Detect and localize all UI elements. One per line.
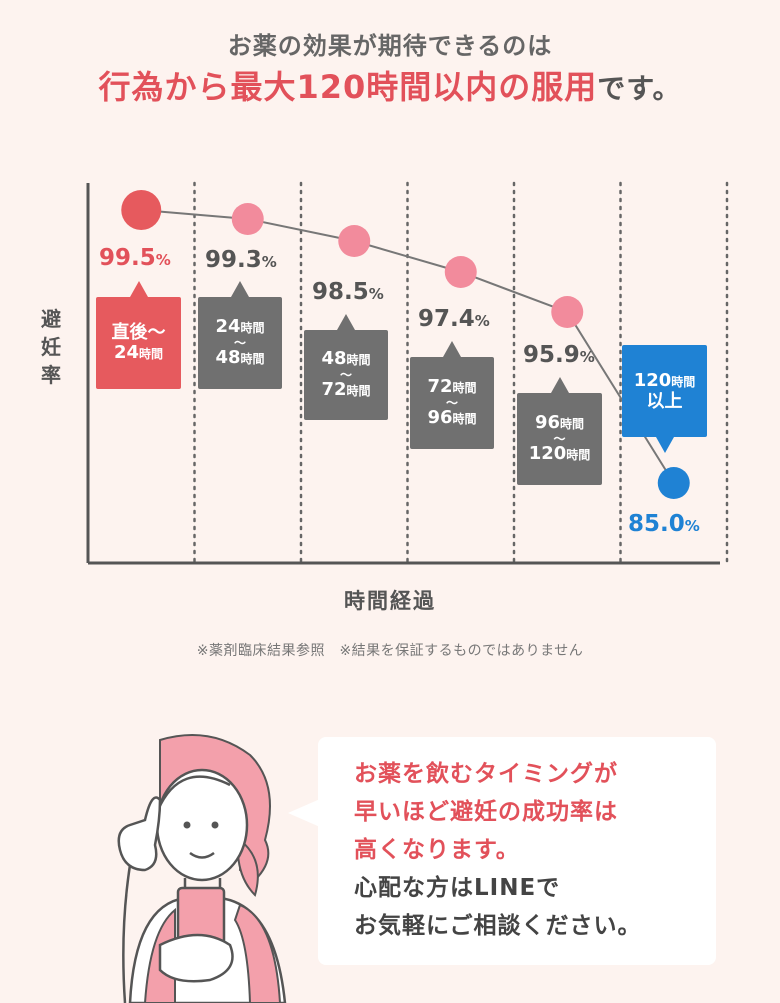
category-label-wave: 〜 (445, 396, 458, 410)
category-label-line: 48時間 (321, 349, 370, 370)
category-label-line: 120時間 (529, 444, 591, 465)
category-label-pointer (231, 281, 249, 297)
category-label-unit: 時間 (566, 448, 591, 462)
category-label-pointer (337, 314, 355, 330)
speech-bubble-tail (288, 799, 320, 827)
category-label-unit: 時間 (560, 417, 585, 431)
x-axis-label: 時間経過 (344, 589, 436, 613)
category-label-box: 120時間 以上 (622, 345, 707, 437)
category-label-text: 96 (534, 412, 561, 433)
speech-bubble: お薬を飲むタイミングが 早いほど避妊の成功率は 高くなります。 心配な方はLIN… (288, 737, 716, 965)
data-label-unit: % (579, 348, 595, 366)
series-line (141, 209, 675, 484)
data-label: 99.3% (205, 247, 277, 273)
data-point (231, 203, 264, 235)
footnote: ※薬剤臨床結果参照 ※結果を保証するものではありません (196, 643, 584, 659)
category-label-text: 72 (321, 379, 347, 400)
category-label-text: 48 (215, 347, 241, 368)
bubble-line: 心配な方はLINEで (354, 875, 561, 901)
category-label-text: 直後〜 (111, 321, 166, 343)
category-label-text: 24 (113, 341, 140, 363)
category-label-line: 24時間 (113, 341, 164, 364)
category-label-unit: 時間 (452, 412, 477, 426)
category-label-text: 96 (427, 407, 453, 428)
category-label-unit: 時間 (671, 374, 696, 389)
category-label-line: 直後〜 (111, 321, 166, 343)
headline-line2: 行為から最大120時間以内の服用です。 (0, 62, 780, 108)
category-label-unit: 時間 (240, 352, 265, 366)
category-label-text: 24 (215, 316, 241, 337)
data-label-value: 99.3 (205, 247, 262, 273)
category-label-box: 直後〜 24時間 (96, 297, 181, 389)
category-label-unit: 時間 (346, 384, 371, 398)
data-point (444, 256, 477, 288)
category-label-pointer (550, 377, 569, 393)
bubble-line: 高くなります。 (354, 837, 520, 863)
category-label-line: 96時間 (535, 413, 584, 434)
category-label-line: 96時間 (427, 408, 476, 429)
headline-line1: お薬の効果が期待できるのは (227, 32, 553, 60)
category-label-line: 以上 (646, 390, 683, 412)
category-label-unit: 時間 (240, 321, 265, 335)
data-point (657, 467, 690, 499)
category-label-line: 24時間 (215, 317, 264, 338)
y-axis-label: 避妊率 (41, 307, 61, 387)
category-label-pointer (655, 437, 674, 453)
data-label: 97.4% (418, 306, 490, 332)
category-label-pointer (443, 341, 461, 357)
category-label-unit: 時間 (346, 353, 371, 367)
data-label: 85.0% (628, 511, 700, 537)
data-label-value: 95.9 (523, 342, 580, 368)
category-label-wave: 〜 (233, 336, 246, 350)
category-label-text: 120 (528, 443, 567, 464)
data-label-unit: % (155, 251, 171, 269)
category-label-line: 72時間 (321, 380, 370, 401)
data-label-unit: % (474, 312, 490, 330)
category-label-text: 48 (321, 348, 347, 369)
data-label-unit: % (684, 517, 700, 535)
data-label-value: 99.5 (99, 245, 156, 271)
category-label-line: 48時間 (215, 348, 264, 369)
category-label-box: 24時間〜 48時間 (198, 297, 282, 389)
category-label-wave: 〜 (553, 432, 566, 446)
data-label-unit: % (368, 285, 384, 303)
bubble-line: お薬を飲むタイミングが (354, 761, 618, 787)
data-point (551, 296, 584, 328)
bubble-line: お気軽にご相談ください。 (354, 913, 642, 939)
category-label-unit: 時間 (452, 381, 477, 395)
effectiveness-chart (86, 181, 729, 565)
category-label-line: 72時間 (427, 377, 476, 398)
headline-suffix: です。 (597, 72, 682, 105)
category-label-box: 72時間〜 96時間 (410, 357, 494, 449)
data-point (338, 225, 371, 257)
category-label-text: 120 (633, 369, 672, 391)
data-label-value: 85.0 (628, 511, 685, 537)
data-label: 95.9% (523, 342, 595, 368)
category-label-text: 72 (427, 376, 453, 397)
category-label-pointer (129, 281, 148, 297)
data-label-unit: % (261, 253, 277, 271)
category-label-text: 以上 (646, 390, 683, 412)
data-label-value: 98.5 (312, 279, 369, 305)
woman-illustration (117, 734, 287, 1003)
category-label-unit: 時間 (139, 346, 164, 361)
data-label: 99.5% (99, 245, 171, 271)
data-label-value: 97.4 (418, 306, 475, 332)
data-point (121, 190, 162, 230)
bubble-line: 早いほど避妊の成功率は (354, 799, 618, 825)
category-label-box: 96時間〜 120時間 (517, 393, 602, 485)
headline-emphasis: 行為から最大120時間以内の服用 (98, 68, 598, 106)
category-label-box: 48時間〜 72時間 (304, 330, 388, 420)
category-label-line: 120時間 (633, 369, 696, 392)
speech-bubble-text: お薬を飲むタイミングが 早いほど避妊の成功率は 高くなります。 心配な方はLIN… (354, 755, 642, 945)
data-label: 98.5% (312, 279, 384, 305)
category-label-wave: 〜 (339, 368, 352, 382)
